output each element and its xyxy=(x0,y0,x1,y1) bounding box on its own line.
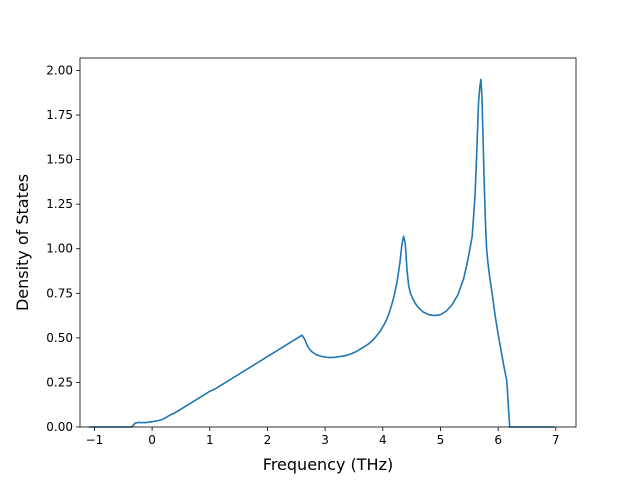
x-tick-label: −1 xyxy=(86,433,104,447)
y-axis-label: Density of States xyxy=(13,174,32,311)
y-tick-label: 0.75 xyxy=(46,286,73,300)
y-tick-label: 0.50 xyxy=(46,331,73,345)
x-tick-label: 5 xyxy=(437,433,445,447)
y-tick-label: 0.25 xyxy=(46,375,73,389)
x-axis-ticks: −1 0 1 2 3 4 5 6 7 xyxy=(86,427,560,447)
x-tick-label: 2 xyxy=(264,433,272,447)
x-tick-label: 4 xyxy=(379,433,387,447)
x-tick-label: 0 xyxy=(148,433,156,447)
x-tick-label: 6 xyxy=(494,433,502,447)
dos-series-line xyxy=(88,78,555,428)
y-tick-label: 0.00 xyxy=(46,420,73,434)
y-tick-label: 1.25 xyxy=(46,197,73,211)
series-layer xyxy=(88,78,555,428)
plot-frame xyxy=(79,57,577,428)
y-tick-label: 1.75 xyxy=(46,108,73,122)
x-tick-label: 1 xyxy=(206,433,214,447)
y-tick-label: 1.00 xyxy=(46,242,73,256)
x-tick-label: 7 xyxy=(552,433,560,447)
x-tick-label: 3 xyxy=(321,433,329,447)
x-axis-label: Frequency (THz) xyxy=(263,455,393,474)
y-tick-label: 2.00 xyxy=(46,63,73,77)
y-axis-ticks: 0.00 0.25 0.50 0.75 1.00 1.25 1.50 1.75 2.00 xyxy=(46,63,80,434)
y-tick-label: 1.50 xyxy=(46,153,73,167)
